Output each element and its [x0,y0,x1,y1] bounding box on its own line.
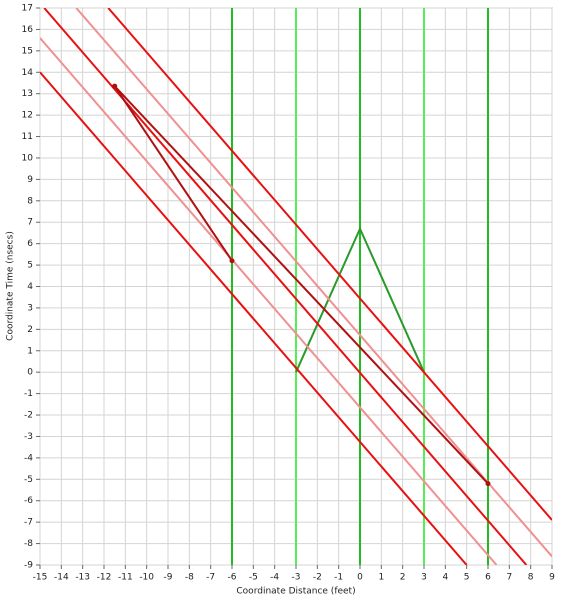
x-tick-label: -9 [164,573,173,583]
y-tick-label: -2 [24,411,33,421]
x-tick-label: -11 [118,573,133,583]
y-tick-label: -3 [24,432,33,442]
y-tick-label: 11 [22,132,33,142]
x-tick-label: -3 [292,573,301,583]
y-tick-label: 13 [22,89,33,99]
y-tick-label: 5 [27,261,33,271]
series-line [40,71,468,565]
x-tick-label: 6 [485,573,491,583]
y-tick-label: 10 [22,153,34,163]
x-tick-label: 4 [442,573,448,583]
x-tick-label: 3 [421,573,427,583]
x-tick-label: -10 [139,573,154,583]
y-tick-label: -1 [24,389,33,399]
y-tick-label: 14 [22,68,34,78]
x-tick-label: -15 [33,573,48,583]
y-tick-label: -5 [24,475,33,485]
x-tick-label: 5 [464,573,470,583]
x-tick-label: -12 [97,573,112,583]
x-tick-label: -4 [270,573,279,583]
y-tick-label: 15 [22,46,33,56]
series-group [40,8,552,565]
y-tick-label: -7 [24,518,33,528]
y-tick-label: -8 [24,539,33,549]
x-tick-label: 8 [528,573,534,583]
y-axis-label: Coordinate Time (nsecs) [6,231,16,341]
point [485,481,491,487]
x-tick-label: 1 [378,573,384,583]
y-tick-label: 7 [27,218,33,228]
y-tick-label: 12 [22,111,33,121]
y-tick-label: -6 [24,496,33,506]
series-line [113,85,233,262]
x-tick-label: -5 [249,573,258,583]
y-tick-label: 1 [27,346,33,356]
point [229,258,235,264]
x-tick-label: 9 [549,573,555,583]
y-tick-label: -9 [24,561,33,571]
x-tick-label: -1 [334,573,343,583]
y-tick-label: 6 [27,239,33,249]
x-tick-label: 2 [400,573,406,583]
x-tick-label: -14 [54,573,69,583]
series-line [107,8,552,521]
series-line [75,8,552,558]
y-tick-label: -4 [24,453,33,463]
series-line [40,37,498,565]
x-tick-label: -7 [206,573,215,583]
y-tick-label: 0 [27,368,33,378]
x-tick-label: 0 [357,573,363,583]
x-tick-label: -13 [75,573,90,583]
point [112,83,118,89]
x-tick-label: 7 [506,573,512,583]
y-tick-label: 2 [27,325,33,335]
x-tick-label: -8 [185,573,194,583]
y-tick-label: 16 [22,25,34,35]
x-axis-label: Coordinate Distance (feet) [236,587,355,597]
x-tick-label: -6 [228,573,237,583]
y-tick-label: 4 [27,282,33,292]
y-tick-label: 8 [27,196,33,206]
y-tick-label: 9 [27,175,33,185]
series-line [113,85,489,485]
x-tick-label: -2 [313,573,322,583]
y-tick-label: 17 [22,4,33,14]
y-tick-label: 3 [27,303,33,313]
